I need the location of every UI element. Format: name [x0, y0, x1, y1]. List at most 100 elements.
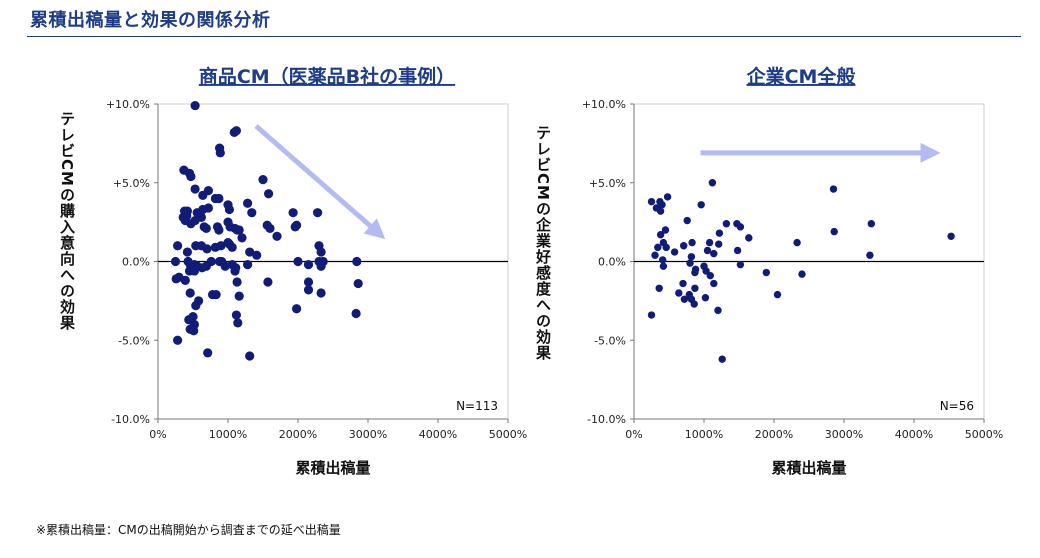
data-point	[265, 223, 275, 234]
data-point	[697, 201, 705, 209]
data-point	[686, 259, 694, 267]
data-point	[216, 241, 226, 251]
data-point	[180, 275, 190, 285]
data-point	[230, 266, 240, 276]
data-point	[191, 301, 201, 311]
data-point	[353, 278, 363, 289]
data-point	[351, 308, 361, 319]
data-point	[202, 244, 212, 254]
data-point	[189, 266, 199, 276]
data-point	[658, 201, 666, 209]
y-axis-title: テレビCMの購入意向への効果	[58, 111, 76, 331]
data-point	[715, 229, 724, 237]
y-tick-label: -10.0%	[587, 413, 626, 426]
data-point	[675, 289, 683, 297]
data-point	[252, 250, 262, 260]
data-point	[232, 277, 242, 287]
x-tick-label: 1000%	[209, 428, 247, 441]
data-point	[659, 262, 668, 270]
data-point	[722, 220, 731, 228]
data-point	[745, 234, 753, 242]
trend-arrow	[254, 124, 386, 240]
data-point	[655, 284, 663, 292]
data-point	[245, 351, 255, 361]
data-point	[736, 223, 745, 231]
data-point	[182, 247, 192, 257]
y-tick-label: 0.0%	[122, 256, 150, 269]
data-point	[231, 310, 241, 320]
data-point	[867, 220, 875, 228]
data-point	[701, 294, 710, 302]
x-axis-title: 累積出稿量	[295, 459, 370, 477]
chart-title: 商品CM（医薬品B社の事例）	[199, 65, 455, 88]
x-tick-label: 4000%	[895, 428, 933, 441]
data-point	[173, 241, 183, 251]
data-point	[214, 193, 224, 204]
data-point	[710, 279, 718, 288]
y-tick-label: -10.0%	[111, 413, 150, 426]
data-point	[185, 288, 195, 298]
y-tick-label: +5.0%	[113, 177, 150, 190]
x-tick-label: 5000%	[489, 428, 527, 441]
data-point	[647, 311, 656, 319]
data-point	[318, 256, 328, 267]
data-point	[303, 277, 314, 287]
data-point	[234, 291, 244, 301]
data-point	[316, 288, 326, 298]
footnote: ※累積出稿量：CMの出稿開始から調査までの延べ出稿量	[36, 523, 341, 537]
data-point	[203, 348, 213, 358]
data-point	[691, 268, 699, 277]
data-point	[703, 246, 712, 255]
data-point	[793, 238, 801, 247]
x-tick-label: 0%	[625, 428, 642, 441]
data-point	[733, 246, 742, 255]
x-tick-label: 2000%	[279, 428, 317, 441]
data-point	[211, 289, 221, 300]
data-point	[656, 207, 665, 215]
data-point	[313, 208, 323, 218]
data-point	[182, 211, 192, 221]
data-point	[710, 249, 718, 258]
data-point	[708, 179, 717, 187]
data-point	[690, 300, 698, 308]
data-point	[233, 318, 243, 328]
data-point	[224, 204, 234, 215]
data-point	[245, 247, 255, 257]
data-point	[288, 208, 298, 218]
data-point	[214, 225, 224, 235]
data-point	[303, 285, 314, 295]
data-point	[190, 184, 200, 194]
data-point	[718, 355, 726, 363]
x-tick-label: 4000%	[419, 428, 457, 441]
data-point	[656, 231, 665, 239]
data-point	[292, 304, 302, 314]
data-point	[190, 100, 200, 111]
data-point	[688, 238, 696, 247]
data-point	[186, 171, 196, 182]
data-point	[680, 242, 688, 250]
data-point	[654, 243, 662, 252]
data-point	[773, 290, 782, 299]
data-point	[170, 256, 181, 267]
data-point	[680, 295, 689, 303]
data-point	[736, 260, 745, 269]
data-point	[243, 260, 253, 270]
x-tick-label: 2000%	[755, 428, 793, 441]
data-point	[706, 271, 714, 280]
n-label: N=56	[940, 399, 974, 413]
x-tick-label: 5000%	[965, 428, 1003, 441]
data-point	[762, 268, 770, 277]
data-point	[679, 279, 687, 288]
data-point	[714, 306, 722, 315]
data-point	[705, 238, 714, 247]
n-label: N=113	[456, 399, 498, 413]
data-point	[263, 277, 273, 287]
data-point	[231, 126, 241, 136]
data-point	[829, 185, 838, 193]
data-point	[189, 326, 199, 336]
x-tick-label: 1000%	[685, 428, 723, 441]
x-tick-label: 3000%	[825, 428, 863, 441]
x-axis-title: 累積出稿量	[771, 459, 846, 477]
data-point	[258, 175, 268, 185]
y-tick-label: +10.0%	[582, 98, 626, 111]
